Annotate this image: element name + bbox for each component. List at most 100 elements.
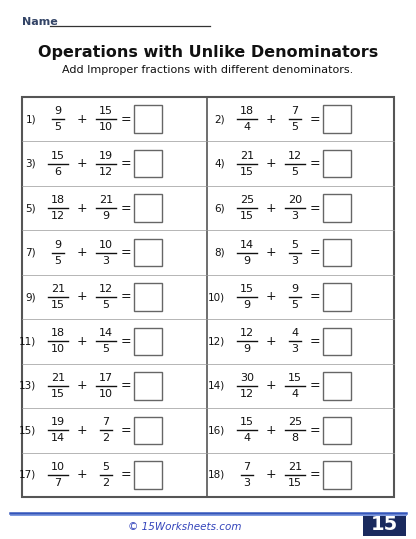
Text: 15: 15	[288, 478, 302, 488]
Text: =: =	[121, 157, 131, 170]
Text: 21: 21	[288, 462, 302, 472]
Text: 14: 14	[240, 239, 254, 250]
Text: =: =	[121, 202, 131, 215]
Text: 21: 21	[51, 284, 65, 294]
Text: 7: 7	[243, 462, 250, 472]
Text: 4: 4	[243, 433, 250, 444]
Text: 10: 10	[99, 122, 113, 132]
Bar	[323, 283, 351, 311]
Text: 20: 20	[288, 195, 302, 205]
Text: 15: 15	[240, 167, 254, 177]
Text: 12: 12	[240, 389, 254, 399]
Text: +: +	[266, 335, 276, 348]
Text: =: =	[121, 424, 131, 437]
Bar	[323, 328, 351, 355]
Text: 14: 14	[99, 328, 113, 338]
Text: 15: 15	[51, 300, 65, 310]
Bar	[323, 461, 351, 488]
Text: 15: 15	[99, 106, 113, 116]
Text: 9: 9	[243, 255, 250, 266]
Text: +: +	[266, 291, 276, 303]
Text: 11): 11)	[19, 336, 36, 347]
Text: 5: 5	[292, 239, 299, 250]
Text: 3): 3)	[25, 158, 36, 169]
Bar	[323, 195, 351, 222]
Text: 9: 9	[243, 344, 250, 355]
Text: 2: 2	[102, 478, 109, 488]
Text: =: =	[310, 468, 320, 481]
Text: 9: 9	[243, 300, 250, 310]
Text: 10: 10	[99, 239, 113, 250]
Text: +: +	[77, 468, 87, 481]
Text: 1): 1)	[25, 114, 36, 124]
Text: 4: 4	[292, 389, 299, 399]
Text: 6: 6	[54, 167, 62, 177]
Text: 2: 2	[102, 433, 109, 444]
Text: =: =	[121, 246, 131, 259]
Text: +: +	[266, 202, 276, 215]
Text: 17): 17)	[19, 470, 36, 480]
Text: 17: 17	[99, 373, 113, 383]
Text: +: +	[266, 468, 276, 481]
Text: 9: 9	[54, 239, 62, 250]
Text: 7: 7	[102, 417, 109, 427]
Text: 7: 7	[54, 478, 62, 488]
Text: =: =	[310, 202, 320, 215]
Text: 5): 5)	[25, 203, 36, 213]
Bar	[134, 239, 162, 266]
Bar	[134, 461, 162, 488]
Bar	[134, 417, 162, 444]
Text: +: +	[77, 335, 87, 348]
Text: =: =	[310, 113, 320, 126]
Text: 3: 3	[292, 211, 299, 221]
Text: 5: 5	[292, 122, 299, 132]
Text: 5: 5	[54, 255, 62, 266]
Text: 12: 12	[51, 211, 65, 221]
Text: 15: 15	[288, 373, 302, 383]
Text: =: =	[310, 246, 320, 259]
Text: =: =	[121, 113, 131, 126]
Bar	[134, 283, 162, 311]
Text: 13): 13)	[19, 381, 36, 391]
Text: 18: 18	[240, 106, 254, 116]
Text: 10: 10	[51, 344, 65, 355]
Bar	[323, 417, 351, 444]
Text: 5: 5	[102, 344, 109, 355]
Text: 6): 6)	[214, 203, 225, 213]
Text: +: +	[77, 379, 87, 392]
Text: 7): 7)	[25, 247, 36, 258]
Text: 2): 2)	[214, 114, 225, 124]
Text: Name: Name	[22, 17, 58, 27]
Text: 5: 5	[292, 300, 299, 310]
Text: 10: 10	[51, 462, 65, 472]
Text: =: =	[310, 424, 320, 437]
Text: =: =	[310, 379, 320, 392]
Text: 12: 12	[288, 151, 302, 161]
Text: +: +	[77, 246, 87, 259]
Text: 12: 12	[240, 328, 254, 338]
Text: 21: 21	[51, 373, 65, 383]
Bar	[134, 150, 162, 177]
Text: +: +	[77, 291, 87, 303]
Text: 25: 25	[240, 195, 254, 205]
Text: 9: 9	[102, 211, 109, 221]
Text: =: =	[121, 379, 131, 392]
Text: 19: 19	[51, 417, 65, 427]
Text: 21: 21	[99, 195, 113, 205]
Text: 12): 12)	[208, 336, 225, 347]
Text: © 15Worksheets.com: © 15Worksheets.com	[128, 522, 242, 532]
Text: 12: 12	[99, 284, 113, 294]
Bar	[134, 328, 162, 355]
Text: =: =	[310, 157, 320, 170]
Text: 18: 18	[51, 328, 65, 338]
Text: 15): 15)	[19, 425, 36, 436]
Text: 4): 4)	[214, 158, 225, 169]
Bar	[323, 106, 351, 133]
Text: 4: 4	[243, 122, 250, 132]
Text: =: =	[310, 291, 320, 303]
Text: 5: 5	[292, 167, 299, 177]
Text: 9): 9)	[25, 292, 36, 302]
Text: 7: 7	[292, 106, 299, 116]
Text: 5: 5	[102, 462, 109, 472]
Text: 15: 15	[51, 389, 65, 399]
